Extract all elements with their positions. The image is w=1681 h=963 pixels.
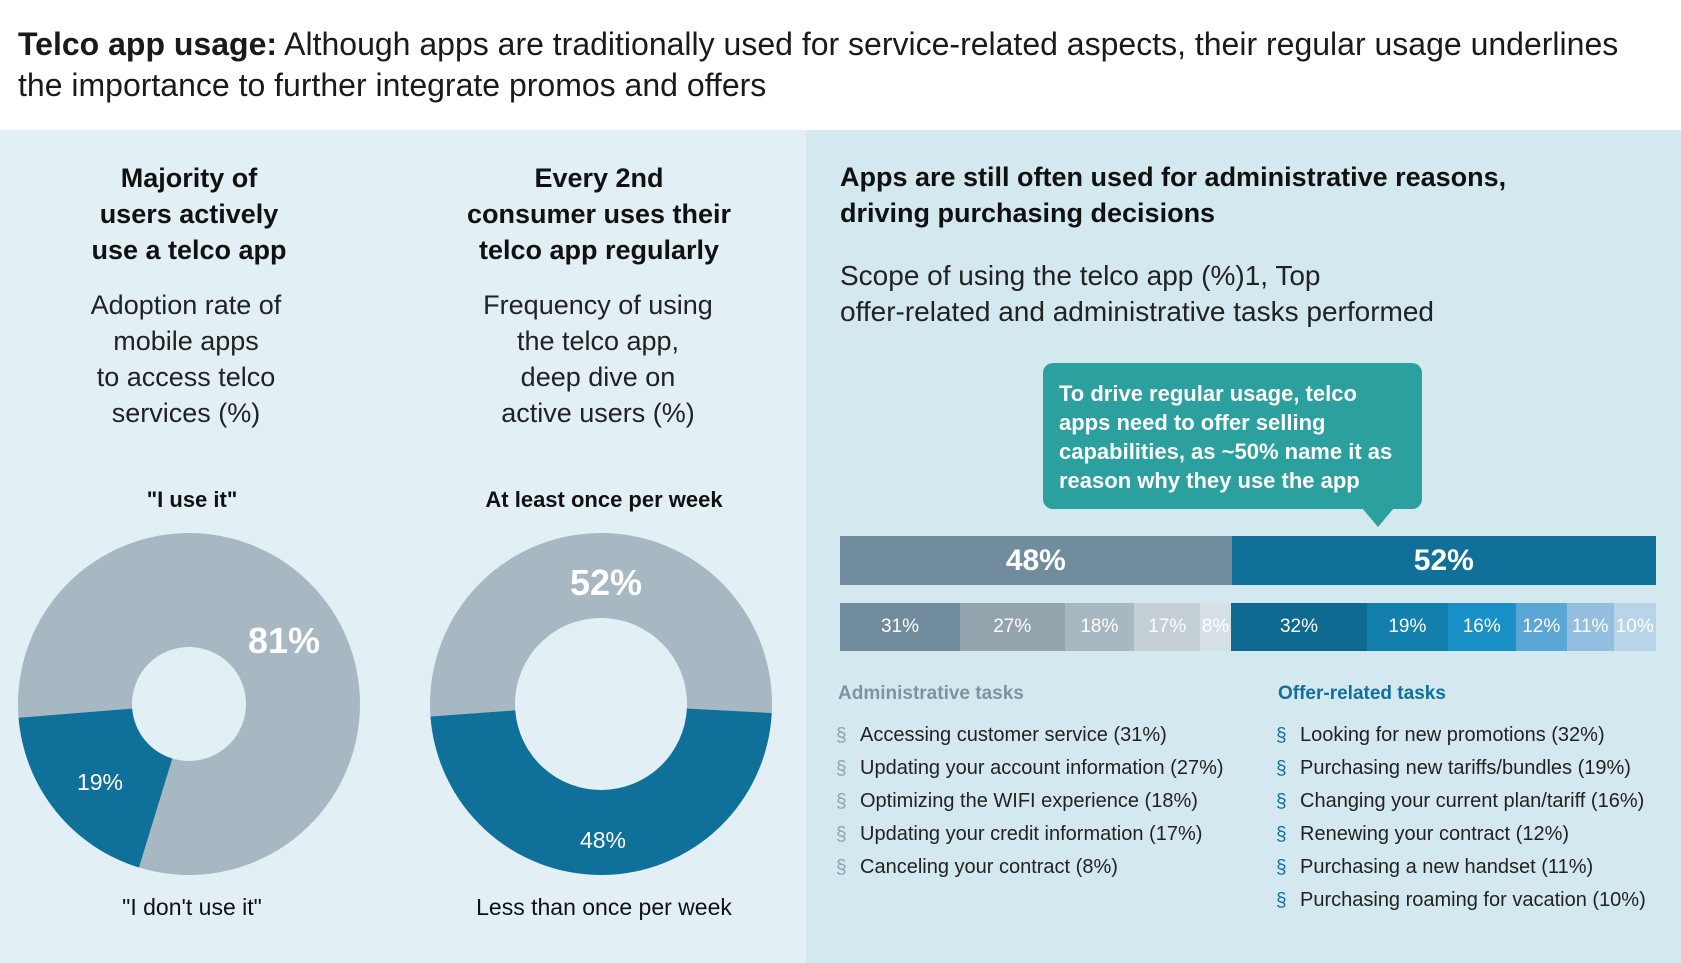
bar-segment-admin: 27% — [960, 603, 1065, 651]
line: use a telco app — [91, 235, 287, 265]
bar-segment-offer: 16% — [1447, 603, 1516, 651]
list-item: § Accessing customer service (31%) — [836, 719, 1224, 752]
list-item: § Updating your credit information (17%) — [836, 818, 1224, 851]
line: Every 2nd — [534, 163, 664, 193]
list-item: § Looking for new promotions (32%) — [1276, 719, 1646, 752]
donut1-bottom-label: "I don't use it" — [122, 894, 262, 920]
slice-label-19: 19% — [77, 769, 123, 795]
list-item-text: Looking for new promotions (32%) — [1300, 724, 1605, 746]
bullet-icon: § — [836, 724, 847, 746]
bar-total-offer: 52% — [1231, 536, 1656, 585]
col2-subtitle: Frequency of using the telco app, deep div… — [428, 287, 768, 431]
slice-label-81: 81% — [248, 620, 320, 661]
line: Frequency of using — [483, 290, 713, 320]
bullet-icon: § — [836, 757, 847, 779]
title-bold: Telco app usage: — [18, 26, 278, 62]
slice-label-52: 52% — [570, 562, 642, 603]
bullet-icon: § — [836, 790, 847, 812]
list-item-text: Updating your credit information (17%) — [860, 823, 1203, 845]
list-item-text: Updating your account information (27%) — [860, 757, 1224, 779]
title-text: Although apps are traditionally used for… — [18, 26, 1619, 103]
bar-segment-admin: 17% — [1134, 603, 1200, 651]
bar-total-admin: 48% — [840, 536, 1232, 585]
line: services (%) — [111, 398, 261, 428]
right-title: Apps are still often used for administra… — [840, 159, 1620, 231]
bullet-icon: § — [836, 856, 847, 878]
bullet-icon: § — [1276, 724, 1287, 746]
list-item: § Renewing your contract (12%) — [1276, 818, 1646, 851]
list-item-text: Renewing your contract (12%) — [1300, 823, 1570, 845]
col1-title: Majority of users actively use a telco app — [19, 160, 359, 268]
line: deep dive on — [520, 362, 676, 392]
line: active users (%) — [501, 398, 695, 428]
bullet-icon: § — [1276, 790, 1287, 812]
list-item-text: Purchasing roaming for vacation (10%) — [1300, 889, 1646, 911]
bar-segment-offer: 11% — [1566, 603, 1614, 651]
bullet-icon: § — [1276, 856, 1287, 878]
bullet-icon: § — [1276, 757, 1287, 779]
slice-label-48: 48% — [580, 827, 626, 853]
bar-segment-offer: 19% — [1367, 603, 1448, 651]
line: telco app regularly — [478, 235, 720, 265]
donut-frequency — [430, 533, 772, 876]
list-item: § Changing your current plan/tariff (16%) — [1276, 785, 1646, 818]
list-item: § Purchasing new tariffs/bundles (19%) — [1276, 752, 1646, 785]
donut2-top-label: At least once per week — [485, 487, 723, 512]
right-subtitle: Scope of using the telco app (%)1, Top of… — [840, 258, 1620, 330]
line: the telco app, — [516, 326, 680, 356]
bar-segment-offer: 12% — [1515, 603, 1567, 651]
col2-title: Every 2nd consumer uses their telco app re… — [429, 160, 769, 268]
line: Scope of using the telco app (%)1, Top — [840, 260, 1321, 291]
list-item-text: Optimizing the WIFI experience (18%) — [860, 790, 1198, 812]
bar-segment-admin: 18% — [1064, 603, 1135, 651]
callout-pointer — [1362, 508, 1394, 527]
line: to access telco — [96, 362, 276, 392]
admin-task-list: § Accessing customer service (31%) § Updati… — [836, 719, 1224, 884]
donut1-top-label: "I use it" — [146, 487, 238, 512]
bar-segment-admin: 8% — [1200, 603, 1231, 651]
bullet-icon: § — [1276, 889, 1287, 911]
slice-blue — [18, 708, 173, 868]
line: users actively — [99, 199, 279, 229]
callout-box: To drive regular usage, telco apps need … — [1043, 363, 1422, 509]
line: Apps are still often used for administra… — [840, 162, 1507, 192]
line: consumer uses their — [466, 199, 732, 229]
list-item: § Optimizing the WIFI experience (18%) — [836, 785, 1224, 818]
list-item: § Purchasing a new handset (11%) — [1276, 851, 1646, 884]
offer-heading: Offer-related tasks — [1278, 683, 1446, 704]
bar-segment-offer: 32% — [1231, 603, 1367, 651]
slice-grey — [18, 533, 361, 876]
list-item-text: Accessing customer service (31%) — [860, 724, 1167, 746]
admin-heading: Administrative tasks — [838, 683, 1024, 704]
line: mobile apps — [113, 326, 259, 356]
list-item-text: Changing your current plan/tariff (16%) — [1300, 790, 1645, 812]
list-item-text: Purchasing a new handset (11%) — [1300, 856, 1594, 878]
list-item: § Purchasing roaming for vacation (10%) — [1276, 884, 1646, 917]
bullet-icon: § — [836, 823, 847, 845]
list-item-text: Canceling your contract (8%) — [860, 856, 1118, 878]
list-item: § Canceling your contract (8%) — [836, 851, 1224, 884]
bullet-icon: § — [1276, 823, 1287, 845]
line: driving purchasing decisions — [840, 198, 1216, 228]
list-item: § Updating your account information (27%) — [836, 752, 1224, 785]
donut2-bottom-label: Less than once per week — [476, 894, 732, 920]
line: offer-related and administrative tasks p… — [840, 296, 1434, 327]
donut-adoption — [18, 533, 361, 876]
list-item-text: Purchasing new tariffs/bundles (19%) — [1300, 757, 1631, 779]
slice-grey — [430, 533, 772, 717]
line: Majority of — [120, 163, 258, 193]
slice-blue — [430, 708, 772, 876]
offer-task-list: § Looking for new promotions (32%) § Purcha… — [1276, 719, 1646, 917]
col1-subtitle: Adoption rate of mobile apps to access tel… — [16, 287, 356, 431]
donut-charts: 81% 19% 52% 48% — [18, 533, 772, 876]
line: Adoption rate of — [90, 290, 282, 320]
page-title: Telco app usage: Although apps are tradi… — [18, 24, 1658, 106]
bar-segment-admin: 31% — [840, 603, 960, 651]
bar-segment-offer: 10% — [1613, 603, 1656, 651]
